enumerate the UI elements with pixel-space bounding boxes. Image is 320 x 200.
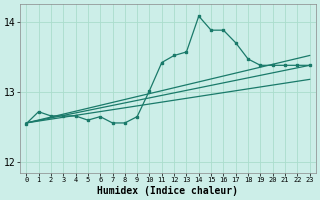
X-axis label: Humidex (Indice chaleur): Humidex (Indice chaleur) bbox=[98, 186, 238, 196]
